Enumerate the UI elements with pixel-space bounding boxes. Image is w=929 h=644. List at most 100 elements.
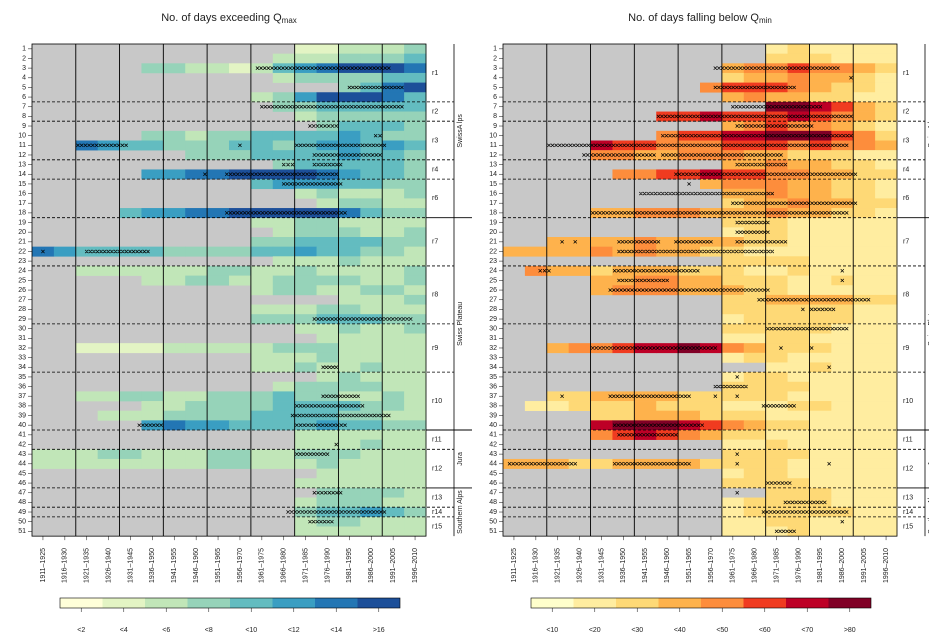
heat-cell xyxy=(360,401,383,411)
heat-cell xyxy=(294,458,317,469)
heat-cell xyxy=(404,449,427,460)
row-label: 51 xyxy=(18,528,26,535)
heat-cell xyxy=(316,352,339,363)
heat-cell xyxy=(612,420,635,431)
x-tick-label: 1941–1955 xyxy=(171,548,178,583)
heat-cell xyxy=(360,227,383,238)
heat-cell xyxy=(338,343,361,354)
cross-marks xyxy=(840,519,845,524)
heat-cell xyxy=(743,304,767,315)
heat-cell xyxy=(382,82,405,93)
heat-cell xyxy=(612,265,635,276)
x-tick-label: 1916–1930 xyxy=(533,548,540,583)
heat-cell xyxy=(787,487,810,498)
heat-cell xyxy=(382,140,405,151)
row-label: 43 xyxy=(489,451,497,458)
heat-cell xyxy=(700,410,723,421)
heat-cell xyxy=(787,53,810,64)
group-label: Southern Alps xyxy=(457,490,464,534)
heat-cell xyxy=(294,63,317,74)
heat-cell xyxy=(875,478,898,489)
heat-cell xyxy=(294,246,317,257)
row-label: 8 xyxy=(493,113,497,120)
heat-cell xyxy=(316,420,339,431)
heat-cell xyxy=(787,381,810,392)
heat-cell xyxy=(294,285,317,296)
cross-run xyxy=(809,307,836,312)
row-label: 12 xyxy=(18,152,26,159)
heat-cell xyxy=(656,169,679,180)
heat-cell xyxy=(338,92,361,103)
heat-cell xyxy=(612,169,635,180)
x-tick-label: 1916–1930 xyxy=(62,548,69,583)
row-label: 48 xyxy=(18,499,26,506)
heat-cell xyxy=(250,140,274,151)
heat-cell xyxy=(765,304,788,315)
heat-cell xyxy=(360,92,383,103)
cross-marks xyxy=(76,143,128,148)
x-tick-label: 1911–1925 xyxy=(511,548,518,583)
heat-cell xyxy=(590,391,613,402)
heat-cell xyxy=(382,159,405,170)
heat-cell xyxy=(743,352,767,363)
row-label: 46 xyxy=(489,480,497,487)
heat-cell xyxy=(338,130,361,141)
cross-marks xyxy=(735,239,788,244)
heat-cell xyxy=(787,410,810,421)
heat-cell xyxy=(404,101,427,112)
heat-cell xyxy=(141,63,164,74)
heat-cell xyxy=(853,285,876,296)
heat-cell xyxy=(721,294,745,305)
heat-cell xyxy=(875,53,898,64)
heat-cell xyxy=(831,150,854,161)
heat-cell xyxy=(721,275,745,286)
region-label: r2 xyxy=(432,108,438,115)
row-label: 26 xyxy=(18,287,26,294)
heat-cell xyxy=(207,420,230,431)
heat-cell xyxy=(721,188,745,199)
row-label: 6 xyxy=(493,94,497,101)
heat-cell xyxy=(53,449,77,460)
heat-cell xyxy=(316,53,339,64)
heat-cell xyxy=(656,265,679,276)
cross-run xyxy=(617,249,775,254)
heat-cell xyxy=(382,362,405,373)
heat-cell xyxy=(678,420,701,431)
heat-cell xyxy=(207,63,230,74)
heat-cell xyxy=(612,285,635,296)
heat-cell xyxy=(875,294,898,305)
row-label: 42 xyxy=(18,441,26,448)
heat-cell xyxy=(568,458,591,469)
cross-run xyxy=(687,182,691,186)
heat-cell xyxy=(765,130,788,141)
heat-cell xyxy=(700,169,723,180)
heat-cell xyxy=(316,314,339,325)
cross-run xyxy=(809,346,814,350)
heat-cell xyxy=(809,121,832,132)
row-label: 23 xyxy=(18,258,26,265)
cross-run xyxy=(259,104,404,109)
heat-cell xyxy=(404,381,427,392)
heat-cell xyxy=(721,449,745,460)
heat-cell xyxy=(338,430,361,440)
heat-cell xyxy=(316,44,339,54)
heat-cell xyxy=(229,150,252,161)
row-label: 28 xyxy=(489,306,497,313)
heat-cell xyxy=(141,275,164,286)
heat-cell xyxy=(765,478,788,489)
cross-run xyxy=(612,423,705,428)
cross-marks xyxy=(137,423,163,428)
heat-cell xyxy=(787,130,810,141)
heat-cell xyxy=(141,410,164,421)
heat-cell xyxy=(360,507,383,518)
heat-cell xyxy=(875,275,898,286)
cross-run xyxy=(312,317,413,321)
heat-cell xyxy=(743,430,767,440)
heat-cell xyxy=(207,265,230,276)
heat-cell xyxy=(316,217,339,228)
row-label: 3 xyxy=(493,65,497,72)
heat-cell xyxy=(875,63,898,74)
cross-marks xyxy=(687,182,691,186)
heat-cell xyxy=(382,44,405,54)
heat-cell xyxy=(338,237,361,247)
